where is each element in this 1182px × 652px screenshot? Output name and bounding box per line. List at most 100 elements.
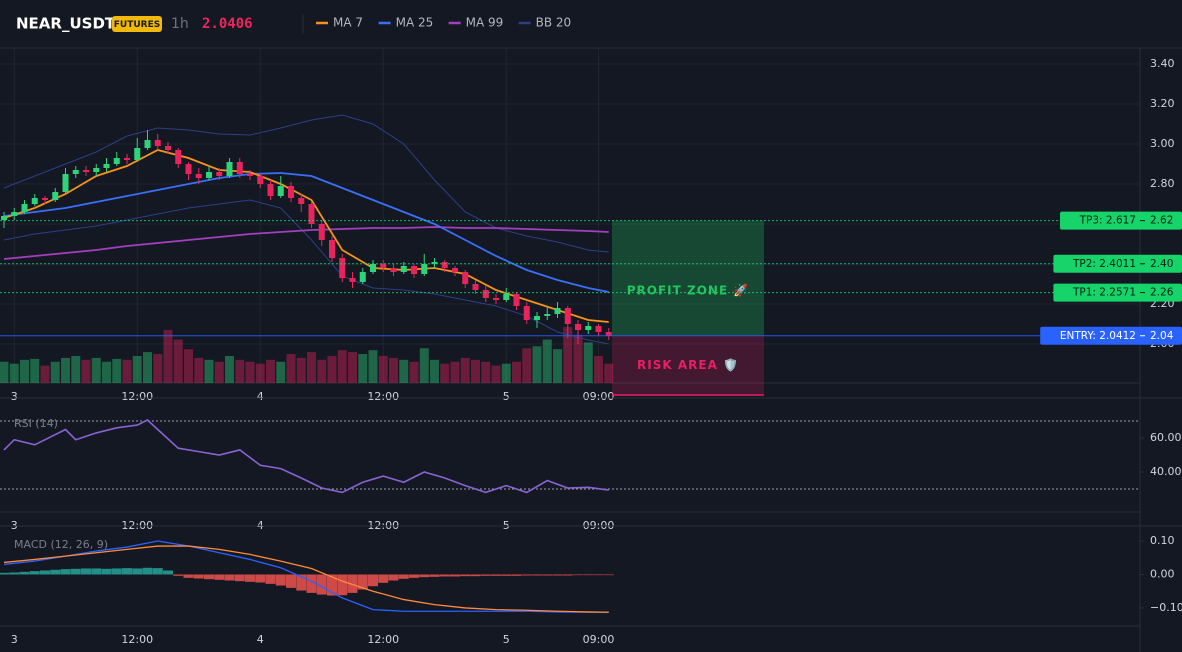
macd-histogram-bar [357,574,368,590]
candle-body [124,158,130,160]
candle-body [400,266,407,272]
candle-body [329,240,335,258]
volume-bar [604,363,614,383]
volume-bar [132,355,142,383]
candle-body [31,198,38,204]
interval: 1h [171,16,189,32]
candle-body [564,308,571,324]
volume-bar [255,363,265,383]
candle-body [206,172,212,178]
macd-histogram-bar [409,574,419,578]
volume-bar [184,349,193,383]
macd-line [3,540,609,613]
candle-body [154,140,161,146]
x-tick-label: 09:00 [583,633,615,646]
volume-bar [50,361,60,383]
legend-label: MA 7 [333,16,363,30]
x-tick-label: 12:00 [121,633,153,646]
candle-body [1,216,7,220]
candle-body [370,264,376,272]
volume-bar [368,350,378,383]
candle-body [544,314,551,316]
badge-bg [112,16,162,32]
indicator-line [3,172,609,293]
macd-histogram-bar [593,574,604,576]
macd-histogram-bar [429,574,440,577]
volume-bar [245,361,255,383]
macd-histogram-bar [142,567,153,575]
symbol: NEAR_USDT [16,15,116,33]
volume-bar [153,354,163,383]
candle-body [308,204,315,224]
indicator-line [3,114,609,253]
volume-bar [491,365,501,383]
candle-body [493,298,499,300]
candle-body [380,264,387,268]
volume-bar [481,361,491,383]
macd-histogram-bar [460,574,471,577]
macd-histogram-bar [29,571,40,575]
candle-body [165,146,171,150]
macd-histogram-bar [122,568,132,575]
macd-histogram-bar [573,574,583,576]
volume-bar [573,334,583,383]
level-axis-label: 2.26 [1150,287,1174,299]
x-tick-label: 5 [503,390,510,403]
x-tick-label: 3 [11,633,18,646]
candle-body [339,258,346,278]
volume-bar [20,359,29,383]
level-label: TP1: 2.2571 [1072,287,1136,299]
macd-histogram-bar [316,574,327,595]
candle-body [226,162,233,176]
profit-zone-label: PROFIT ZONE 🚀 [627,284,750,298]
macd-histogram-bar [480,574,491,576]
macd-histogram-bar [388,574,399,581]
candle-body [411,266,417,274]
volume-bar [399,359,409,383]
volume-bar [214,361,224,383]
x-tick-label: 4 [257,390,264,403]
macd-histogram-bar [214,574,225,580]
legend-label: BB 20 [536,16,572,30]
candle-body [318,224,325,240]
macd-histogram-bar [286,574,296,588]
candle-body [144,140,151,148]
volume-bar [0,361,9,383]
volume-bar [583,342,593,383]
panel-title: MACD (12, 26, 9) [14,538,108,551]
macd-histogram-bar [542,574,553,576]
volume-bar [419,348,429,383]
volume-bar [235,359,245,383]
macd-histogram-bar [491,574,501,576]
risk-zone-label: RISK AREA 🛡️ [637,358,739,372]
level-badge [1060,211,1182,230]
level-label: TP2: 2.4011 [1072,258,1136,270]
y-tick-label: 3.40 [1150,57,1175,70]
volume-bar [81,359,91,383]
candle-body [21,204,28,212]
volume-bar [122,359,132,383]
volume-bar [91,357,101,383]
candle-body [11,212,18,216]
volume-bar [286,354,296,383]
y-tick-label: 0.10 [1150,534,1175,547]
volume-bar [348,352,357,383]
level-axis-label: 2.04 [1150,330,1174,342]
candle-body [195,174,202,178]
volume-bar [409,361,419,383]
candle-body [534,316,540,320]
volume-bar [296,357,306,383]
macd-histogram-bar [296,574,307,591]
volume-bar [594,355,603,383]
volume-bar [389,357,398,383]
x-tick-label: 12:00 [367,633,399,646]
macd-histogram-bar [511,574,522,576]
panel-title: RSI (14) [14,417,58,430]
macd-histogram-bar [19,571,30,575]
macd-histogram-bar [101,568,112,575]
candle-body [605,332,612,336]
volume-bar [112,358,122,383]
candle-body [452,268,458,272]
macd-histogram-bar [0,572,9,575]
